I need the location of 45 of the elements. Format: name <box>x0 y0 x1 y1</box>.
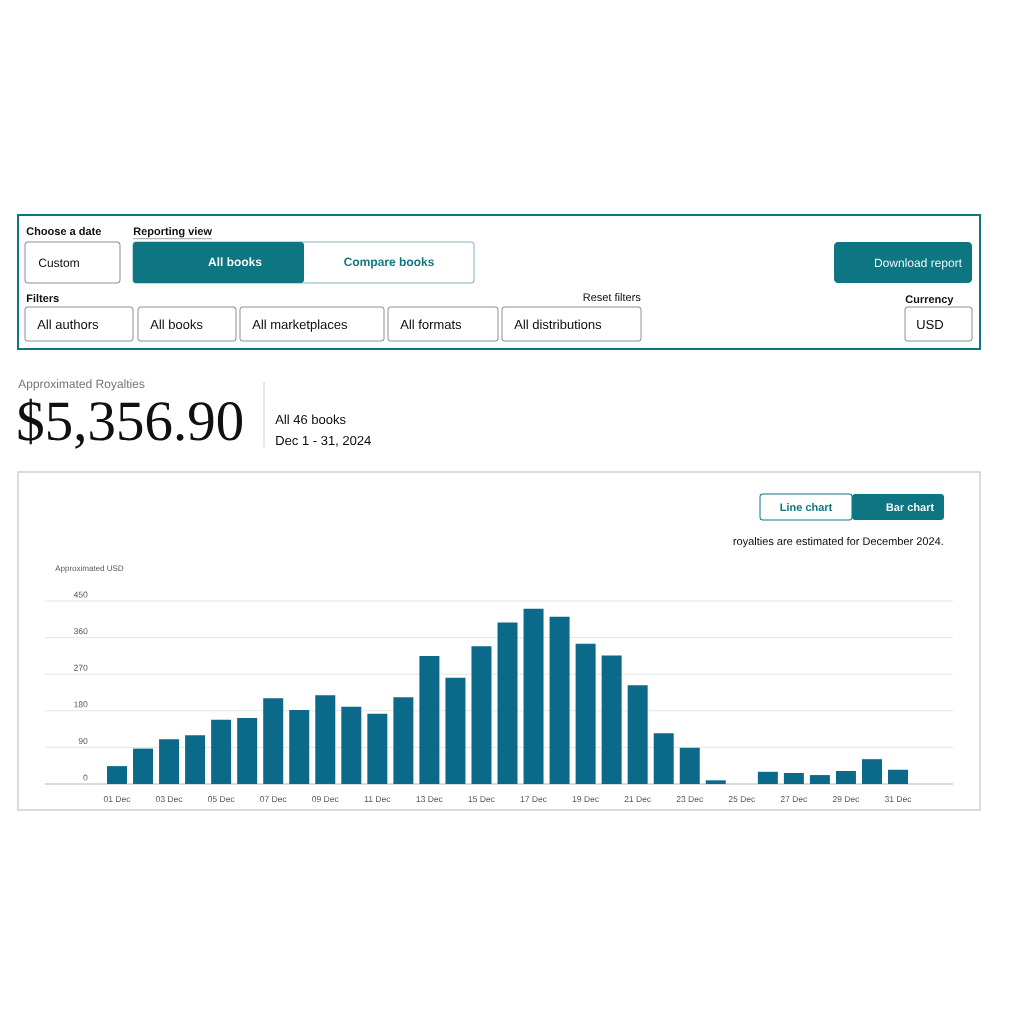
x-tick-label: 13 Dec <box>416 796 443 803</box>
x-tick-label: 17 Dec <box>520 796 547 803</box>
x-tick-label: 23 Dec <box>676 796 703 803</box>
x-tick-label: 29 Dec <box>832 796 860 803</box>
text: Dec 1 - 31, 2024 <box>276 435 371 447</box>
x-tick-label: 01 Dec <box>103 796 131 803</box>
text: royalties are estimated for December 2024. <box>733 537 943 548</box>
x-tick-label: 05 Dec <box>208 796 235 803</box>
text: All formats <box>400 319 462 330</box>
x-tick-label: 07 Dec <box>260 796 287 803</box>
text: All 46 books <box>275 414 346 425</box>
y-axis-title: Approximated USD <box>55 565 124 573</box>
text: Reporting view <box>133 227 213 238</box>
text: Bar chart <box>886 503 935 512</box>
text: Reset filters <box>583 293 641 302</box>
text: Choose a date <box>26 227 101 236</box>
text: Compare books <box>344 257 434 269</box>
x-tick-label: 11 Dec <box>364 796 391 803</box>
y-tick-label: 360 <box>73 628 88 635</box>
y-tick-label: 450 <box>73 591 88 598</box>
text: Approximated Royalties <box>18 379 145 391</box>
text: All marketplaces <box>252 319 348 332</box>
text: Filters <box>26 294 59 303</box>
text: Download report <box>874 258 962 270</box>
text: Custom <box>38 258 79 268</box>
x-tick-label: 25 Dec <box>728 796 756 803</box>
y-tick-label: 90 <box>78 737 88 744</box>
x-tick-label: 03 Dec <box>155 796 183 803</box>
y-tick-label: 0 <box>83 774 88 781</box>
x-tick-label: 21 Dec <box>624 796 651 803</box>
x-tick-label: 31 Dec <box>884 796 912 803</box>
y-tick-label: 180 <box>74 701 88 708</box>
x-tick-label: 15 Dec <box>468 796 495 803</box>
x-tick-label: 27 Dec <box>780 796 808 803</box>
y-tick-label: 270 <box>74 664 88 671</box>
text: $5,356.90 <box>18 398 243 449</box>
text: USD <box>917 319 944 330</box>
x-tick-label: 09 Dec <box>312 796 339 803</box>
text: All books <box>208 257 262 267</box>
text: All distributions <box>514 319 602 330</box>
x-tick-label: 19 Dec <box>572 796 599 803</box>
text: All books <box>150 319 203 330</box>
text: Line chart <box>780 503 833 512</box>
text: Currency <box>905 295 954 306</box>
text: All authors <box>37 319 99 330</box>
